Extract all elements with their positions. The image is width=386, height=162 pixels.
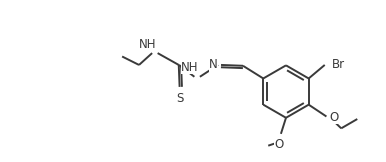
Text: NH: NH <box>181 61 198 74</box>
Text: Br: Br <box>332 58 345 71</box>
Text: N: N <box>209 58 218 71</box>
Text: NH: NH <box>139 38 156 51</box>
Text: O: O <box>329 111 338 124</box>
Text: O: O <box>274 138 283 151</box>
Text: S: S <box>176 92 183 105</box>
